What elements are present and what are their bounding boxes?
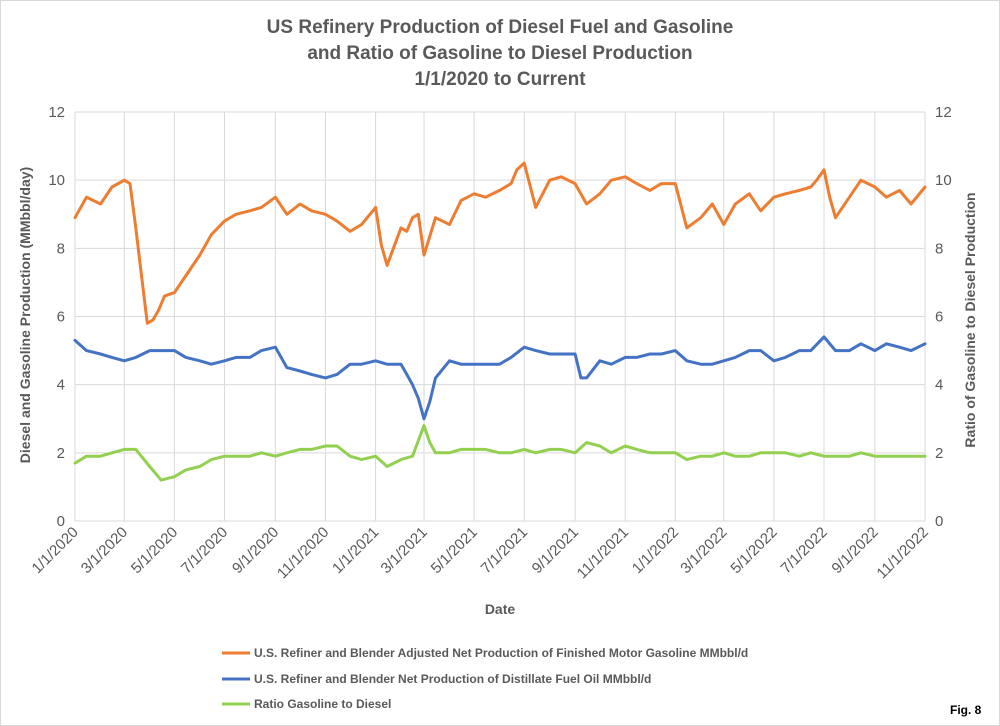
legend-label-gasoline: U.S. Refiner and Blender Adjusted Net Pr…	[254, 646, 748, 660]
y-tick-label-left: 8	[57, 240, 65, 257]
figure-number: Fig. 8	[950, 703, 982, 717]
y-tick-label-right: 8	[935, 240, 943, 257]
chart-title-line-3: 1/1/2020 to Current	[414, 69, 586, 90]
y-tick-label-right: 10	[935, 172, 952, 189]
y-axis-right-title: Ratio of Gasoline to Diesel Production	[962, 192, 978, 447]
y-tick-label-right: 6	[935, 309, 943, 326]
legend-item-gasoline: U.S. Refiner and Blender Adjusted Net Pr…	[222, 646, 748, 660]
x-axis-title: Date	[485, 601, 516, 617]
chart-title-line-1: US Refinery Production of Diesel Fuel an…	[267, 17, 734, 38]
legend: U.S. Refiner and Blender Adjusted Net Pr…	[222, 646, 748, 711]
y-axis-left-title: Diesel and Gasoline Production (MMbbl/da…	[17, 167, 33, 463]
y-tick-label-left: 10	[48, 172, 65, 189]
gasoline-series-line	[73, 161, 927, 325]
y-tick-label-right: 2	[935, 445, 943, 462]
ratio-series-line	[73, 424, 927, 482]
legend-label-ratio: Ratio Gasoline to Diesel	[254, 697, 391, 711]
y-tick-label-left: 0	[57, 513, 65, 530]
legend-label-distillate: U.S. Refiner and Blender Net Production …	[254, 672, 651, 686]
y-tick-label-right: 12	[935, 104, 952, 121]
chart-title-line-2: and Ratio of Gasoline to Diesel Producti…	[307, 43, 692, 64]
y-tick-label-left: 6	[57, 309, 65, 326]
legend-item-distillate: U.S. Refiner and Blender Net Production …	[222, 672, 651, 686]
series-layer	[73, 161, 927, 482]
legend-item-ratio: Ratio Gasoline to Diesel	[222, 697, 391, 711]
y-tick-label-left: 2	[57, 445, 65, 462]
y-tick-labels: 0 0 2 2 4 4 6 6 8 8 10 10 12 12	[48, 104, 951, 530]
y-tick-label-right: 4	[935, 377, 943, 394]
y-tick-label-right: 0	[935, 513, 943, 530]
distillate-series-line	[73, 335, 927, 421]
y-tick-label-left: 12	[48, 104, 65, 121]
y-tick-label-left: 4	[57, 377, 65, 394]
